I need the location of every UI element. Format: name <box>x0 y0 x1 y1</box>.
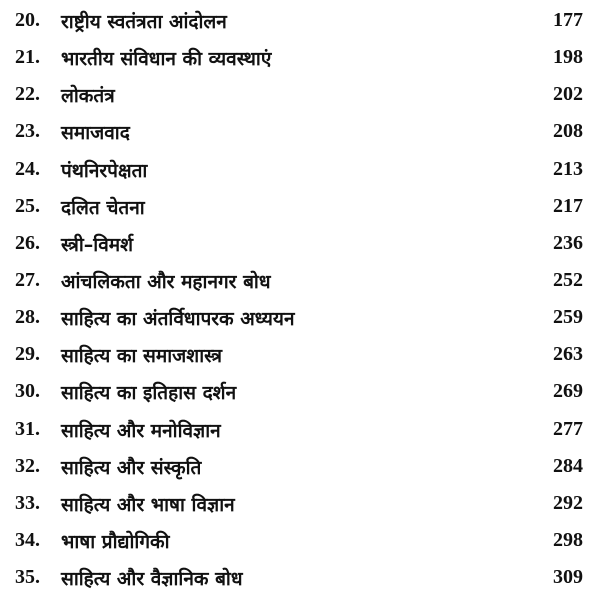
toc-entry: 22. लोकतंत्र 202 <box>0 77 600 114</box>
chapter-number: 24. <box>15 157 40 180</box>
chapter-number: 21. <box>15 46 40 69</box>
page-number: 252 <box>553 268 583 291</box>
toc-entry: 23. समाजवाद 208 <box>0 114 600 151</box>
page-number: 298 <box>553 528 583 551</box>
chapter-title: आंचलिकता और महानगर बोध <box>61 270 271 293</box>
chapter-number: 29. <box>15 343 40 366</box>
chapter-title: दलित चेतना <box>61 196 145 219</box>
chapter-title: लोकतंत्र <box>61 85 115 108</box>
toc-entry: 28. साहित्य का अंतर्विधापरक अध्ययन 259 <box>0 300 600 337</box>
toc-entry: 32. साहित्य और संस्कृति 284 <box>0 449 600 486</box>
chapter-title: समाजवाद <box>61 122 130 145</box>
page-number: 284 <box>553 454 583 477</box>
chapter-number: 33. <box>15 491 40 514</box>
chapter-title: स्त्री–विमर्श <box>61 233 134 256</box>
chapter-title: साहित्य और भाषा विज्ञान <box>61 493 235 516</box>
toc-entry: 26. स्त्री–विमर्श 236 <box>0 226 600 263</box>
chapter-title: साहित्य और मनोविज्ञान <box>61 419 221 442</box>
toc-entry: 35. साहित्य और वैज्ञानिक बोध 309 <box>0 560 600 597</box>
page-number: 236 <box>553 231 583 254</box>
page-number: 213 <box>553 157 583 180</box>
chapter-number: 27. <box>15 268 40 291</box>
page-number: 277 <box>553 417 583 440</box>
chapter-number: 25. <box>15 194 40 217</box>
page-number: 263 <box>553 343 583 366</box>
chapter-number: 30. <box>15 380 40 403</box>
toc-entry: 29. साहित्य का समाजशास्त्र 263 <box>0 337 600 374</box>
chapter-title: पंथनिरपेक्षता <box>61 159 148 182</box>
toc-entry: 20. राष्ट्रीय स्वतंत्रता आंदोलन 177 <box>0 3 600 40</box>
chapter-title: भाषा प्रौद्योगिकी <box>61 530 170 553</box>
table-of-contents: 20. राष्ट्रीय स्वतंत्रता आंदोलन 177 21. भारत… <box>0 3 600 597</box>
chapter-number: 32. <box>15 454 40 477</box>
chapter-number: 23. <box>15 120 40 143</box>
chapter-number: 35. <box>15 566 40 589</box>
page-number: 292 <box>553 491 583 514</box>
toc-entry: 27. आंचलिकता और महानगर बोध 252 <box>0 263 600 300</box>
chapter-number: 31. <box>15 417 40 440</box>
page-number: 269 <box>553 380 583 403</box>
chapter-number: 28. <box>15 306 40 329</box>
chapter-title: साहित्य और वैज्ञानिक बोध <box>61 568 243 591</box>
chapter-title: भारतीय संविधान की व्यवस्थाएं <box>61 48 272 71</box>
chapter-number: 22. <box>15 83 40 106</box>
page-number: 208 <box>553 120 583 143</box>
chapter-title: राष्ट्रीय स्वतंत्रता आंदोलन <box>61 11 227 33</box>
page-number: 259 <box>553 306 583 329</box>
page-number: 217 <box>553 194 583 217</box>
chapter-title: साहित्य का इतिहास दर्शन <box>61 382 237 405</box>
page-number: 309 <box>553 566 583 589</box>
toc-entry: 33. साहित्य और भाषा विज्ञान 292 <box>0 486 600 523</box>
page-number: 198 <box>553 46 583 69</box>
toc-entry: 31. साहित्य और मनोविज्ञान 277 <box>0 412 600 449</box>
chapter-number: 20. <box>15 9 40 31</box>
toc-entry: 24. पंथनिरपेक्षता 213 <box>0 152 600 189</box>
chapter-number: 26. <box>15 231 40 254</box>
chapter-title: साहित्य का अंतर्विधापरक अध्ययन <box>61 308 295 331</box>
chapter-title: साहित्य का समाजशास्त्र <box>61 345 222 368</box>
toc-entry: 34. भाषा प्रौद्योगिकी 298 <box>0 523 600 560</box>
chapter-title: साहित्य और संस्कृति <box>61 456 202 479</box>
page-number: 177 <box>553 9 583 31</box>
toc-entry: 21. भारतीय संविधान की व्यवस्थाएं 198 <box>0 40 600 77</box>
page-number: 202 <box>553 83 583 106</box>
toc-entry: 25. दलित चेतना 217 <box>0 189 600 226</box>
toc-entry: 30. साहित्य का इतिहास दर्शन 269 <box>0 374 600 411</box>
chapter-number: 34. <box>15 528 40 551</box>
